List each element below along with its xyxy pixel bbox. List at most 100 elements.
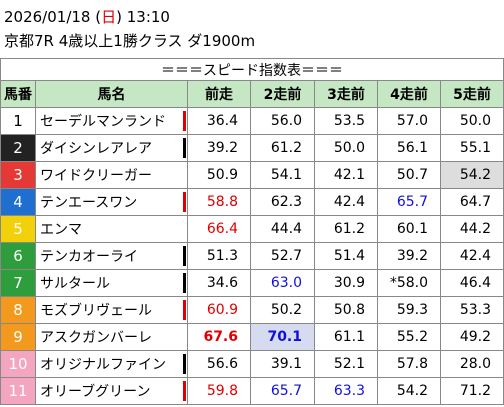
horse-name-text: テンカオーライ	[40, 249, 138, 265]
marker-bar	[183, 273, 186, 293]
speed-index: 44.2	[439, 215, 504, 243]
date-line: 2026/01/18 (日) 13:10	[4, 8, 170, 26]
speed-index: 67.6	[187, 323, 251, 351]
speed-index: 50.0	[439, 107, 504, 135]
speed-index: 55.1	[439, 134, 504, 162]
column-header: 馬番	[0, 80, 36, 108]
horse-row: 9 アスクガンバーレ 67.6 70.1 61.1 55.2 49.2	[0, 323, 504, 351]
marker-bar	[183, 300, 186, 320]
horse-name-text: アスクガンバーレ	[40, 330, 152, 346]
speed-index: 71.2	[439, 377, 504, 405]
speed-index: 42.4	[314, 188, 378, 216]
horse-row: 7 サルタール 34.6 63.0 30.9 *58.0 46.4	[0, 269, 504, 297]
speed-index: 44.4	[250, 215, 315, 243]
column-header: 前走	[187, 80, 251, 108]
speed-index: 51.4	[314, 242, 378, 270]
horse-row: 1 セーデルマンランド 36.4 56.0 53.5 57.0 50.0	[0, 107, 504, 135]
speed-index: 63.3	[314, 377, 378, 405]
speed-index: 54.2	[439, 161, 504, 189]
horse-row: 10 オリジナルファイン 56.6 39.1 52.1 57.8 28.0	[0, 350, 504, 378]
speed-index: 61.2	[314, 215, 378, 243]
speed-index: 66.4	[187, 215, 251, 243]
speed-index: 55.2	[377, 323, 441, 351]
horse-name: オリジナルファイン	[35, 350, 188, 378]
column-header: 馬名	[35, 80, 188, 108]
marker-bar	[183, 381, 186, 401]
horse-name: エンマ	[35, 215, 188, 243]
speed-index: 52.7	[250, 242, 315, 270]
speed-table: ＝＝＝スピード指数表＝＝＝ 馬番 馬名 前走 2走前 3走前 4走前 5走前 1 セーデルマン…	[0, 58, 504, 405]
speed-index: 56.6	[187, 350, 251, 378]
speed-index: 56.1	[377, 134, 441, 162]
race-info: 京都7R 4歳以上1勝クラス ダ1900m	[4, 32, 256, 50]
header-row: 馬番 馬名 前走 2走前 3走前 4走前 5走前	[0, 80, 504, 108]
horse-number: 6	[0, 242, 36, 270]
column-header: 2走前	[250, 80, 315, 108]
horse-name-text: エンマ	[40, 222, 82, 238]
time: 13:10	[126, 8, 170, 26]
speed-index: 54.2	[377, 377, 441, 405]
speed-index: 53.5	[314, 107, 378, 135]
horse-number: 11	[0, 377, 36, 405]
speed-index: 51.3	[187, 242, 251, 270]
speed-index: 54.1	[250, 161, 315, 189]
speed-index: 59.3	[377, 296, 441, 324]
speed-index: 60.9	[187, 296, 251, 324]
speed-index: 62.3	[250, 188, 315, 216]
horse-name: オリーブグリーン	[35, 377, 188, 405]
speed-index: 56.0	[250, 107, 315, 135]
horse-row: 3 ワイドクリーガー 50.9 54.1 42.1 50.7 54.2	[0, 161, 504, 189]
horse-row: 4 テンエースワン 58.8 62.3 42.4 65.7 64.7	[0, 188, 504, 216]
horse-number: 10	[0, 350, 36, 378]
horse-number: 7	[0, 269, 36, 297]
horse-name-text: ダイシンレアレア	[40, 141, 152, 157]
horse-name: テンエースワン	[35, 188, 188, 216]
marker-bar	[183, 246, 186, 266]
horse-name-text: テンエースワン	[40, 195, 138, 211]
horse-name-text: オリジナルファイン	[40, 357, 166, 373]
speed-index: 50.0	[314, 134, 378, 162]
speed-index: 42.4	[439, 242, 504, 270]
speed-index: 53.3	[439, 296, 504, 324]
marker-bar	[183, 192, 186, 212]
title-row: ＝＝＝スピード指数表＝＝＝	[0, 58, 504, 81]
speed-index: 70.1	[250, 323, 315, 351]
speed-index: 39.2	[377, 242, 441, 270]
speed-index: 64.7	[439, 188, 504, 216]
horse-number: 5	[0, 215, 36, 243]
horse-row: 11 オリーブグリーン 59.8 65.7 63.3 54.2 71.2	[0, 377, 504, 405]
column-header: 5走前	[439, 80, 504, 108]
horse-name: ダイシンレアレア	[35, 134, 188, 162]
speed-index: 34.6	[187, 269, 251, 297]
speed-index: 61.1	[314, 323, 378, 351]
speed-index: 30.9	[314, 269, 378, 297]
horse-name-text: オリーブグリーン	[40, 384, 151, 400]
weekday: 日	[101, 8, 117, 26]
speed-index: 50.8	[314, 296, 378, 324]
speed-index: 59.8	[187, 377, 251, 405]
speed-index: *58.0	[377, 269, 441, 297]
horse-name: ワイドクリーガー	[35, 161, 188, 189]
speed-index: 28.0	[439, 350, 504, 378]
speed-index: 49.2	[439, 323, 504, 351]
table-title: ＝＝＝スピード指数表＝＝＝	[0, 58, 504, 81]
horse-number: 2	[0, 134, 36, 162]
column-header: 3走前	[314, 80, 378, 108]
speed-index: 39.1	[250, 350, 315, 378]
speed-index: 42.1	[314, 161, 378, 189]
speed-index: 61.2	[250, 134, 315, 162]
horse-name-text: セーデルマンランド	[40, 114, 166, 130]
marker-bar	[183, 354, 186, 374]
speed-index: 39.2	[187, 134, 251, 162]
horse-row: 6 テンカオーライ 51.3 52.7 51.4 39.2 42.4	[0, 242, 504, 270]
horse-number: 3	[0, 161, 36, 189]
horse-number: 4	[0, 188, 36, 216]
horse-name: アスクガンバーレ	[35, 323, 188, 351]
speed-index: 65.7	[377, 188, 441, 216]
marker-bar	[183, 111, 186, 131]
horse-name-text: サルタール	[40, 276, 110, 292]
horse-row: 5 エンマ 66.4 44.4 61.2 60.1 44.2	[0, 215, 504, 243]
speed-index: 58.8	[187, 188, 251, 216]
speed-index: 36.4	[187, 107, 251, 135]
